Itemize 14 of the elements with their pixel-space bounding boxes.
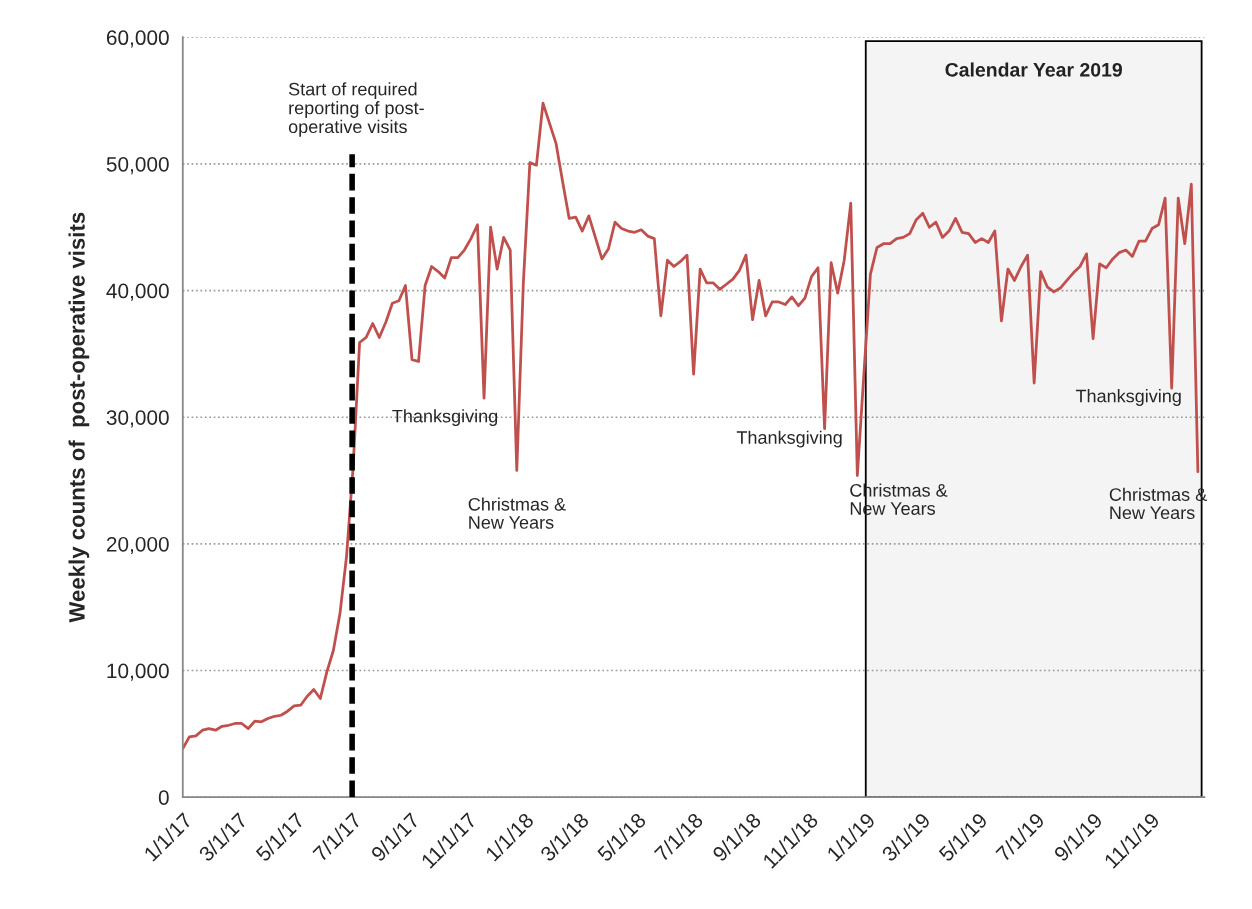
y-tick-label: 10,000 [107,663,169,681]
y-axis-title: Weekly counts of post-operative visits [68,212,90,623]
y-tick-label: 20,000 [106,536,169,555]
y-tick-label: 60,000 [106,30,169,48]
band-label: Calendar Year 2019 [945,62,1122,77]
ref-line-label: Start of required reporting of post- operative visits [288,82,424,137]
y-tick-label: 30,000 [106,410,169,428]
y-tick-label: 40,000 [106,283,169,301]
annotation: Christmas & New Years [468,497,566,529]
y-tick-label: 0 [158,790,169,805]
y-tick-label: 50,000 [106,156,169,175]
annotation: Thanksgiving [1075,389,1181,406]
annotation: Thanksgiving [736,430,842,448]
annotation: Thanksgiving [392,409,498,427]
